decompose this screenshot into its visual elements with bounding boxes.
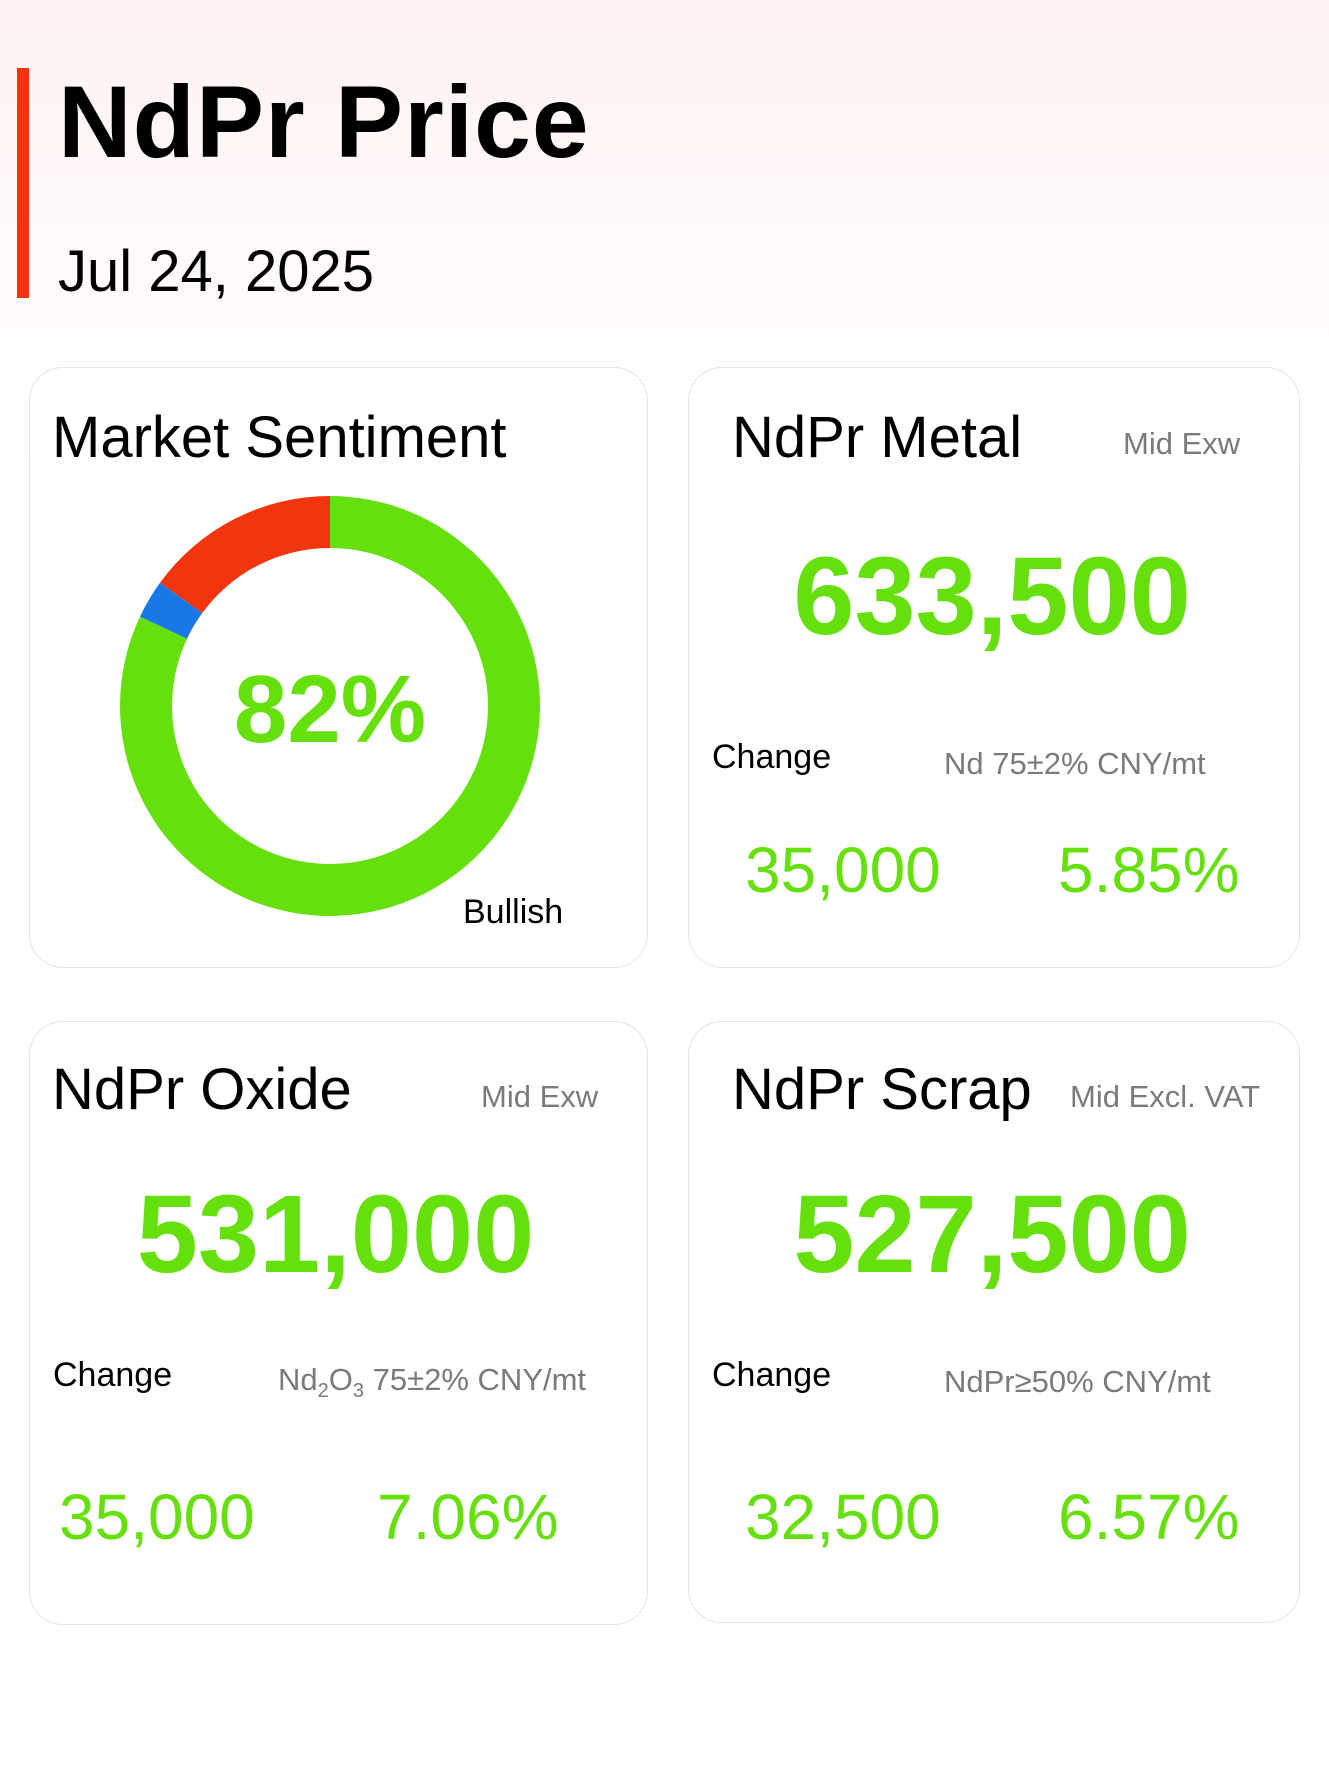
- donut-slice-1: [139, 582, 203, 639]
- scrap-title: NdPr Scrap: [732, 1057, 1032, 1122]
- metal-spec: Nd 75±2% CNY/mt: [944, 746, 1206, 781]
- oxide-title: NdPr Oxide: [52, 1057, 352, 1122]
- page-title: NdPr Price: [58, 65, 590, 179]
- metal-change-percent: 5.85%: [1058, 834, 1240, 906]
- sentiment-donut-chart: [120, 496, 540, 916]
- sentiment-caption: Bullish: [463, 893, 564, 931]
- report-date: Jul 24, 2025: [58, 239, 375, 304]
- metal-tag: Mid Exw: [1123, 426, 1241, 461]
- metal-price: 633,500: [793, 535, 1191, 658]
- oxide-change-percent: 7.06%: [377, 1481, 559, 1553]
- title-accent-bar: [17, 68, 29, 298]
- metal-change-value: 35,000: [745, 834, 941, 906]
- metal-change-label: Change: [712, 738, 832, 776]
- scrap-price: 527,500: [793, 1173, 1191, 1296]
- sentiment-percent: 82%: [233, 656, 427, 763]
- scrap-change-value: 32,500: [745, 1481, 941, 1553]
- donut-slice-2: [160, 496, 330, 614]
- oxide-change-value: 35,000: [59, 1481, 255, 1553]
- oxide-price: 531,000: [136, 1173, 535, 1296]
- oxide-change-label: Change: [53, 1356, 173, 1394]
- market-sentiment-card: Market Sentiment 82% Bullish: [29, 367, 648, 968]
- oxide-tag: Mid Exw: [481, 1079, 599, 1114]
- ndpr-scrap-card: NdPr Scrap Mid Excl. VAT 527,500 Change …: [688, 1021, 1300, 1623]
- scrap-tag: Mid Excl. VAT: [1070, 1079, 1261, 1114]
- sentiment-title: Market Sentiment: [52, 405, 507, 470]
- scrap-change-percent: 6.57%: [1058, 1481, 1240, 1553]
- scrap-change-label: Change: [712, 1356, 832, 1394]
- metal-title: NdPr Metal: [732, 405, 1023, 470]
- scrap-spec: NdPr≥50% CNY/mt: [944, 1364, 1211, 1399]
- ndpr-oxide-card: NdPr Oxide Mid Exw 531,000 Change Nd2O3 …: [29, 1021, 648, 1625]
- oxide-spec: Nd2O3 75±2% CNY/mt: [278, 1362, 587, 1403]
- ndpr-metal-card: NdPr Metal Mid Exw 633,500 Change Nd 75±…: [688, 367, 1300, 968]
